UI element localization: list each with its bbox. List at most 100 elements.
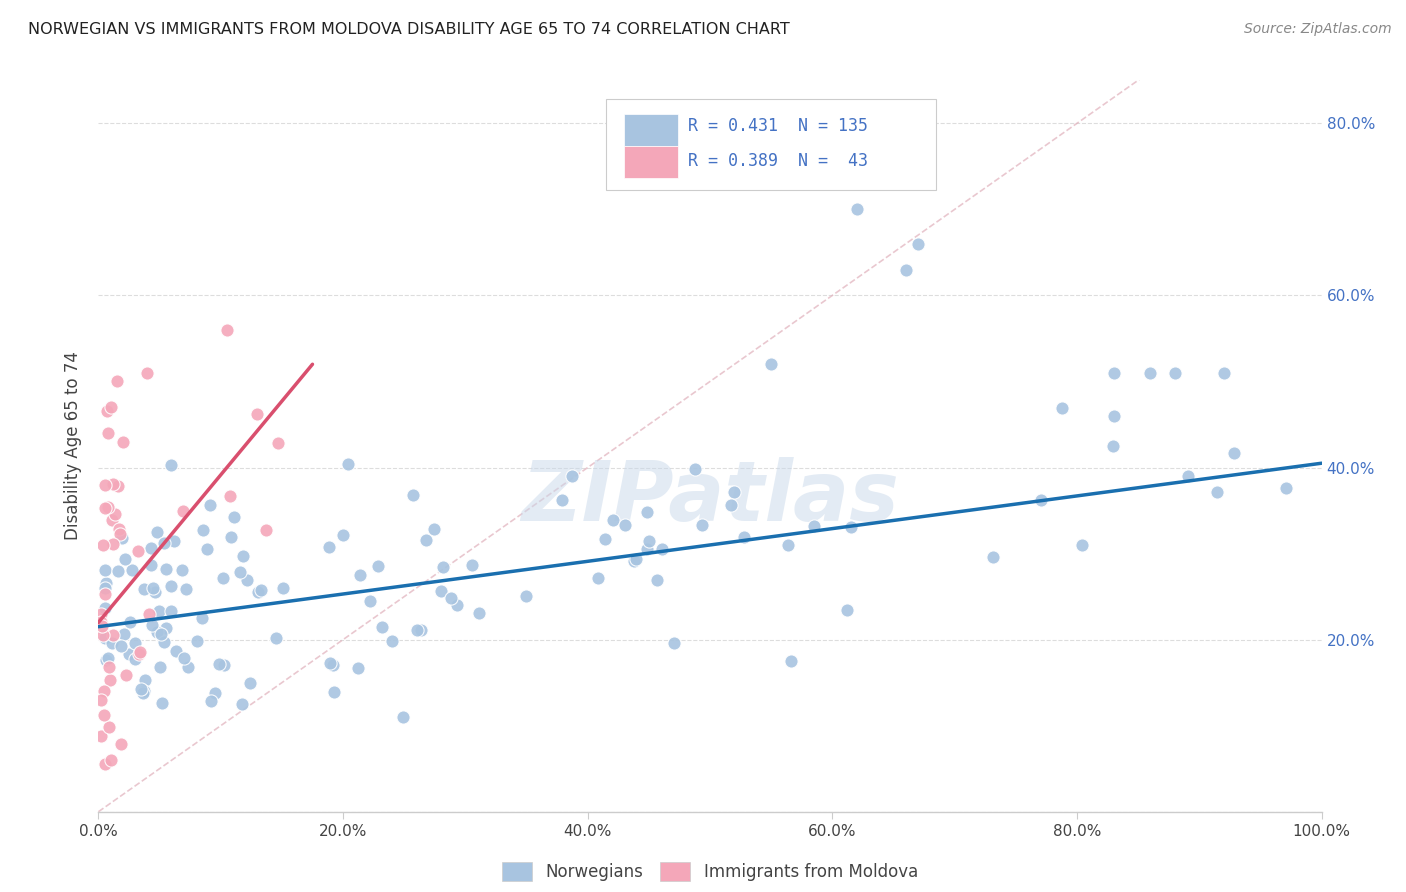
Point (177, 660, 200, 674)
Point (690, 517, 713, 532)
Point (446, 598, 468, 612)
Point (108, 527, 131, 541)
Point (839, 520, 862, 534)
Point (129, 681, 152, 696)
Point (148, 604, 170, 618)
Point (96, 403, 118, 417)
Point (124, 652, 146, 666)
Point (93, 756, 115, 771)
Point (153, 536, 176, 550)
Point (405, 623, 427, 637)
Point (108, 522, 131, 536)
Point (96, 576, 118, 591)
Point (439, 591, 461, 605)
Point (93, 707, 115, 722)
Point (100, 513, 122, 527)
Point (1102, 409, 1125, 423)
Point (112, 627, 135, 641)
Point (98, 720, 121, 734)
Point (907, 236, 929, 251)
Text: ZIPatlas: ZIPatlas (522, 457, 898, 538)
Point (111, 434, 134, 449)
Point (239, 676, 262, 690)
Point (141, 617, 163, 632)
Point (129, 644, 152, 658)
Point (318, 540, 340, 554)
Point (359, 594, 381, 608)
Point (1164, 366, 1187, 380)
Point (93, 601, 115, 615)
Point (624, 551, 647, 566)
Point (150, 696, 173, 710)
Point (271, 581, 294, 595)
Point (94, 653, 117, 667)
Point (93, 563, 115, 577)
Point (160, 458, 183, 473)
Point (90, 619, 112, 633)
Point (322, 685, 344, 699)
Point (139, 558, 162, 572)
Point (93, 683, 115, 698)
Point (100, 753, 122, 767)
Point (94, 631, 117, 645)
Point (146, 624, 169, 639)
Point (1177, 469, 1199, 483)
Point (193, 524, 215, 538)
Point (246, 407, 269, 421)
Point (211, 571, 233, 585)
Point (107, 479, 129, 493)
Point (149, 660, 172, 674)
Point (93, 477, 115, 491)
Point (124, 636, 146, 650)
Point (411, 623, 433, 637)
FancyBboxPatch shape (606, 99, 936, 190)
Point (229, 565, 252, 579)
Point (91, 628, 114, 642)
Point (163, 533, 186, 548)
Point (803, 519, 825, 533)
Point (132, 684, 155, 698)
Point (149, 627, 172, 641)
Point (186, 634, 208, 648)
Point (645, 573, 668, 587)
Point (105, 375, 128, 389)
Point (107, 564, 129, 578)
Point (1275, 481, 1298, 495)
Point (155, 621, 177, 635)
Point (101, 628, 124, 642)
Point (198, 498, 221, 512)
Point (551, 493, 574, 508)
Point (160, 604, 183, 618)
Point (761, 357, 783, 371)
Point (1223, 446, 1246, 460)
Point (104, 507, 127, 521)
Point (778, 538, 800, 552)
Point (146, 525, 169, 540)
Point (235, 573, 257, 587)
Point (613, 518, 636, 533)
Point (170, 563, 193, 577)
Point (173, 651, 195, 665)
Point (835, 603, 858, 617)
Point (195, 541, 218, 556)
Point (349, 568, 371, 582)
Point (132, 582, 155, 597)
Point (1205, 485, 1227, 500)
Point (91, 538, 114, 552)
Point (97, 651, 120, 665)
Point (636, 541, 658, 556)
FancyBboxPatch shape (624, 114, 678, 146)
Point (515, 589, 537, 603)
Point (90, 693, 112, 707)
Point (683, 462, 706, 476)
Point (97, 426, 120, 441)
Point (367, 559, 389, 574)
Point (134, 673, 156, 687)
Point (101, 636, 124, 650)
Point (468, 606, 491, 620)
Point (224, 510, 246, 524)
Point (231, 697, 253, 711)
Point (118, 615, 141, 630)
Point (128, 647, 150, 661)
Text: R = 0.431  N = 135: R = 0.431 N = 135 (688, 117, 868, 135)
